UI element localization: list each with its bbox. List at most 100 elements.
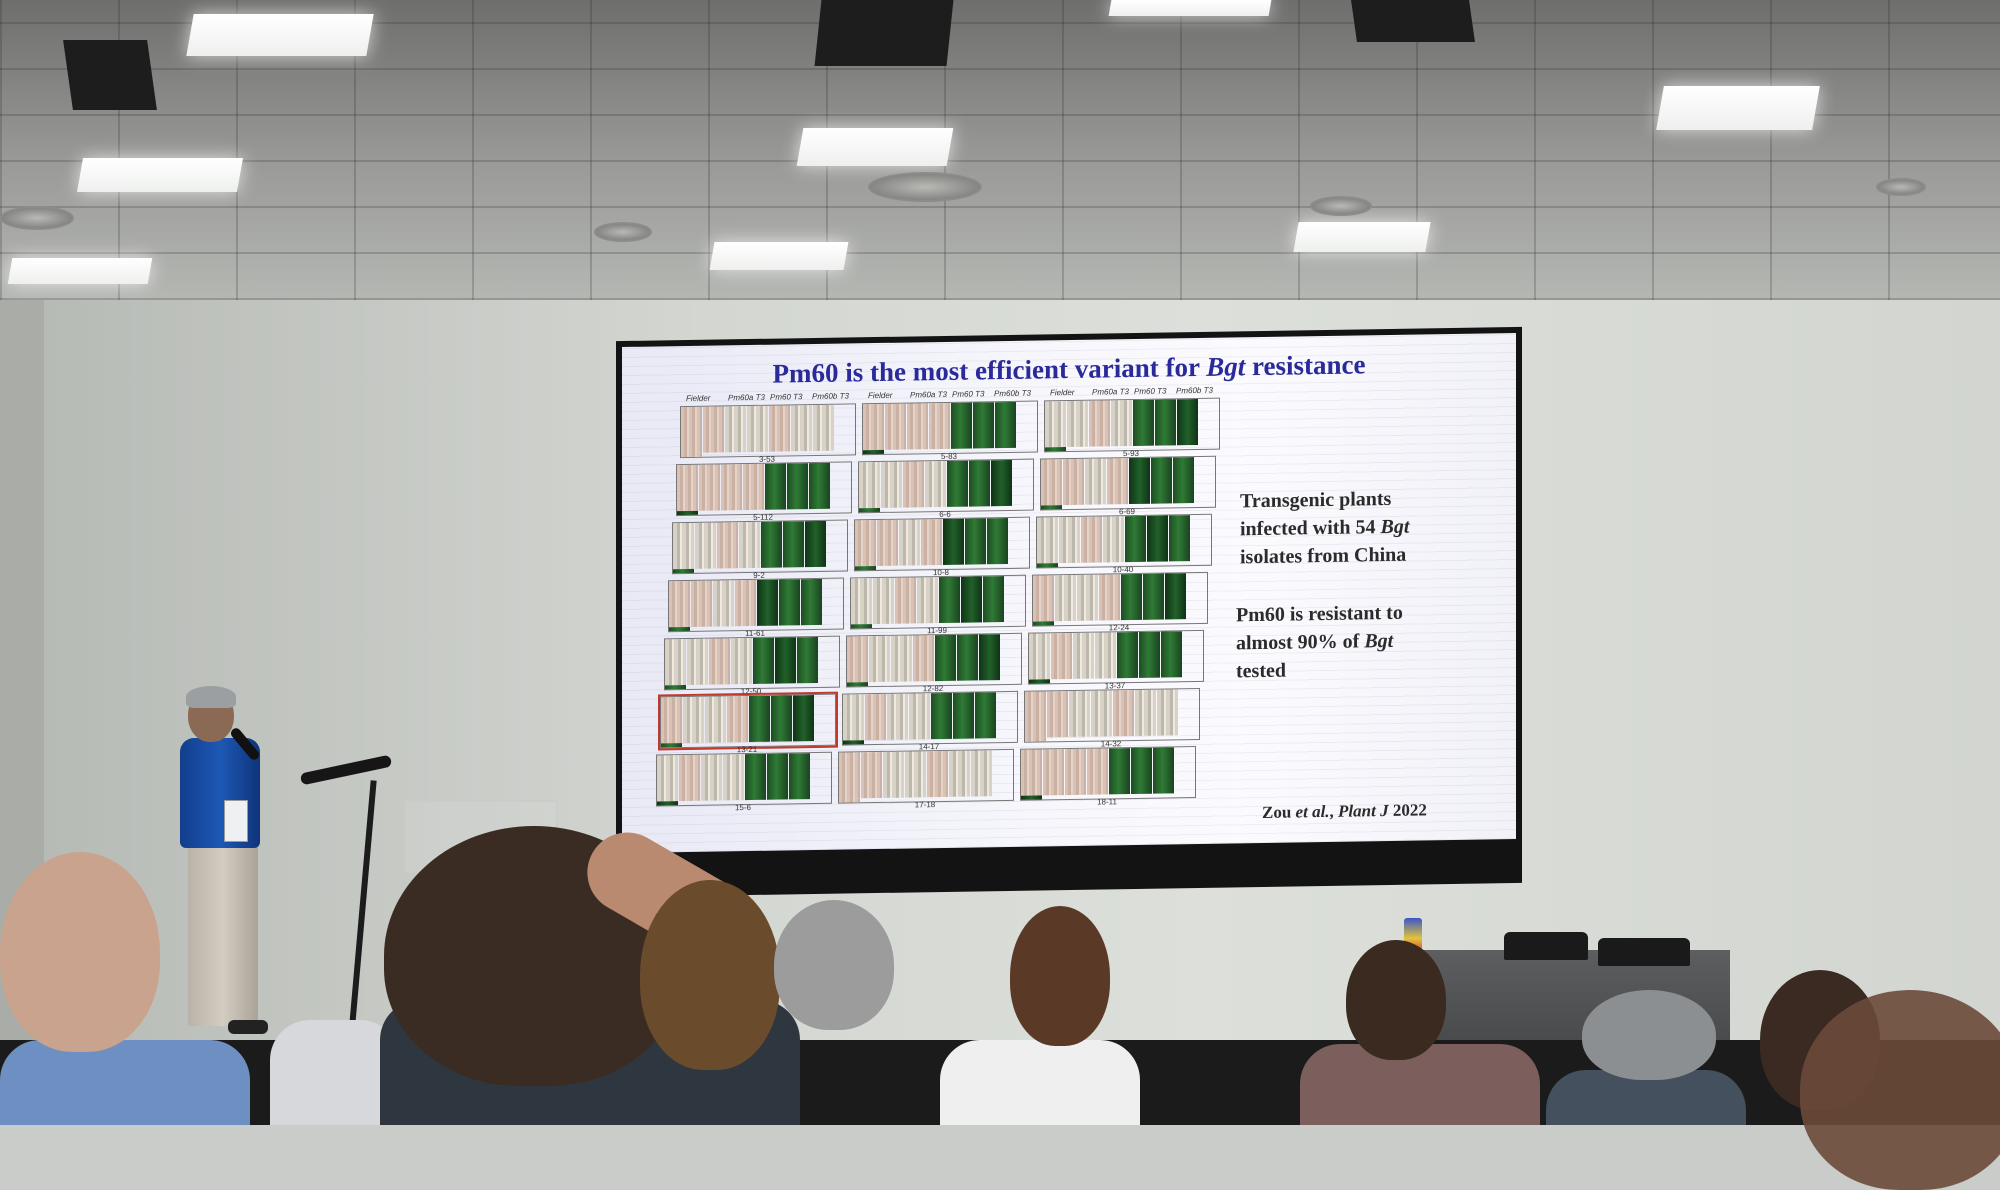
leaf-strip	[1029, 633, 1050, 680]
leaf-strip	[1069, 690, 1090, 737]
stage-spotlight	[1351, 0, 1475, 42]
leaf-strip	[995, 401, 1016, 449]
leaf-image-panel	[850, 574, 1026, 630]
leaf-strip	[1091, 690, 1112, 737]
leaf-strip	[1033, 575, 1054, 622]
bullet-line: isolates from China	[1240, 543, 1407, 569]
leaf-strip	[1133, 399, 1154, 446]
leaf-strip	[739, 521, 760, 569]
leaf-strip	[801, 578, 822, 626]
leaf-strip	[921, 518, 942, 566]
leaf-strip	[695, 522, 716, 569]
leaf-strip	[681, 406, 702, 454]
leaf-image-panel	[842, 690, 1018, 746]
slide-title-end: resistance	[1245, 349, 1366, 382]
leaf-strip	[687, 638, 708, 686]
slide-bullet-resistance: Pm60 is resistant to almost 90% of Bgt t…	[1236, 597, 1486, 685]
speaker-hair	[186, 686, 236, 708]
leaf-strip	[1161, 631, 1182, 678]
leaf-strip	[1129, 457, 1150, 505]
leaf-image-row: 3-53 Fielder Pm60a T3 Pm60 T3 Pm60b T3 5-83 Fi…	[680, 386, 1220, 464]
leaf-strip	[1165, 573, 1186, 620]
leaf-strip	[1037, 517, 1058, 564]
leaf-strip	[691, 580, 712, 627]
leaf-strip	[925, 460, 946, 508]
leaf-image-panel	[668, 577, 844, 633]
leaf-strip	[661, 697, 682, 744]
column-header: Fielder	[868, 390, 893, 401]
leaf-image-panel	[862, 400, 1038, 456]
bullet-italic: Bgt	[1380, 515, 1410, 539]
leaf-strip	[991, 459, 1012, 507]
leaf-strip	[895, 577, 916, 624]
leaf-strip	[1103, 516, 1124, 563]
leaf-strip	[775, 637, 796, 684]
leaf-strip	[973, 402, 994, 449]
leaf-strip	[939, 576, 960, 624]
leaf-strip	[1051, 632, 1072, 680]
audience-member-head	[1346, 940, 1446, 1060]
leaf-strip	[935, 634, 956, 682]
leaf-strip	[883, 751, 904, 798]
leaf-strip	[1085, 458, 1106, 505]
leaf-image-row: 15-6 17-18 18-11	[656, 746, 1196, 812]
leaf-strip	[987, 517, 1008, 565]
leaf-strip	[1041, 459, 1062, 506]
leaf-strip	[965, 518, 986, 565]
leaf-strip	[961, 576, 982, 623]
leaf-strip	[805, 520, 826, 568]
leaf-strip	[1073, 632, 1094, 679]
leaf-strip	[975, 692, 996, 739]
leaf-strip	[851, 578, 872, 625]
column-header: Pm60b T3	[1176, 385, 1213, 396]
leaf-strip	[727, 696, 748, 743]
leaf-strip	[865, 693, 886, 741]
leaf-strip	[725, 406, 746, 453]
presentation-slide: Pm60 is the most efficient variant for B…	[622, 332, 1516, 854]
ceiling-light	[1293, 222, 1431, 252]
column-header: Pm60 T3	[1134, 386, 1167, 396]
leaf-strip	[863, 403, 884, 451]
leaf-strip	[701, 754, 722, 801]
leaf-image-panel	[680, 403, 856, 459]
leaf-strip	[677, 464, 698, 512]
leaf-image-panel	[676, 461, 852, 517]
column-header: Fielder	[1050, 387, 1075, 398]
leaf-strip	[735, 579, 756, 627]
leaf-strip	[1177, 398, 1198, 446]
leaf-image-panel	[1044, 397, 1220, 453]
leaf-strip	[745, 753, 766, 801]
leaf-image-panel	[854, 516, 1030, 572]
leaf-strip	[1109, 748, 1130, 795]
citation-year: 2022	[1388, 800, 1427, 820]
slide-citation: Zou et al., Plant J 2022	[1262, 800, 1427, 823]
leaf-image-panel	[658, 691, 838, 751]
bullet-line: almost 90% of Bgt	[1236, 625, 1486, 657]
leaf-strip	[1143, 573, 1164, 620]
leaf-strip	[699, 464, 720, 511]
leaf-strip	[1065, 748, 1086, 796]
panel-isolate-label: 15-6	[734, 802, 751, 813]
slide-bullet-transgenic: Transgenic plants infected with 54 Bgt i…	[1240, 483, 1490, 571]
slide-title-text: Pm60 is the most efficient variant for	[772, 351, 1207, 389]
leaf-strip	[809, 462, 830, 510]
audience-member-head	[1800, 990, 2000, 1190]
leaf-strip	[813, 404, 834, 452]
leaf-image-row: 13-21 14-17 14-32	[658, 687, 1200, 754]
leaf-strip	[1063, 458, 1084, 506]
leaf-strip	[847, 636, 868, 683]
leaf-strip	[709, 638, 730, 685]
leaf-strip	[753, 637, 774, 684]
leaf-strip	[1025, 691, 1046, 738]
citation-text: Zou	[1262, 802, 1296, 822]
leaf-strip	[1135, 689, 1156, 736]
ceiling-vent	[1310, 196, 1372, 216]
leaf-strip	[953, 692, 974, 739]
leaf-strip	[665, 639, 686, 686]
ceiling-light	[709, 242, 849, 270]
leaf-strip	[957, 634, 978, 681]
column-header: Pm60a T3	[728, 392, 765, 403]
leaf-strip	[1117, 631, 1138, 679]
leaf-strip	[769, 405, 790, 452]
leaf-strip	[767, 753, 788, 800]
